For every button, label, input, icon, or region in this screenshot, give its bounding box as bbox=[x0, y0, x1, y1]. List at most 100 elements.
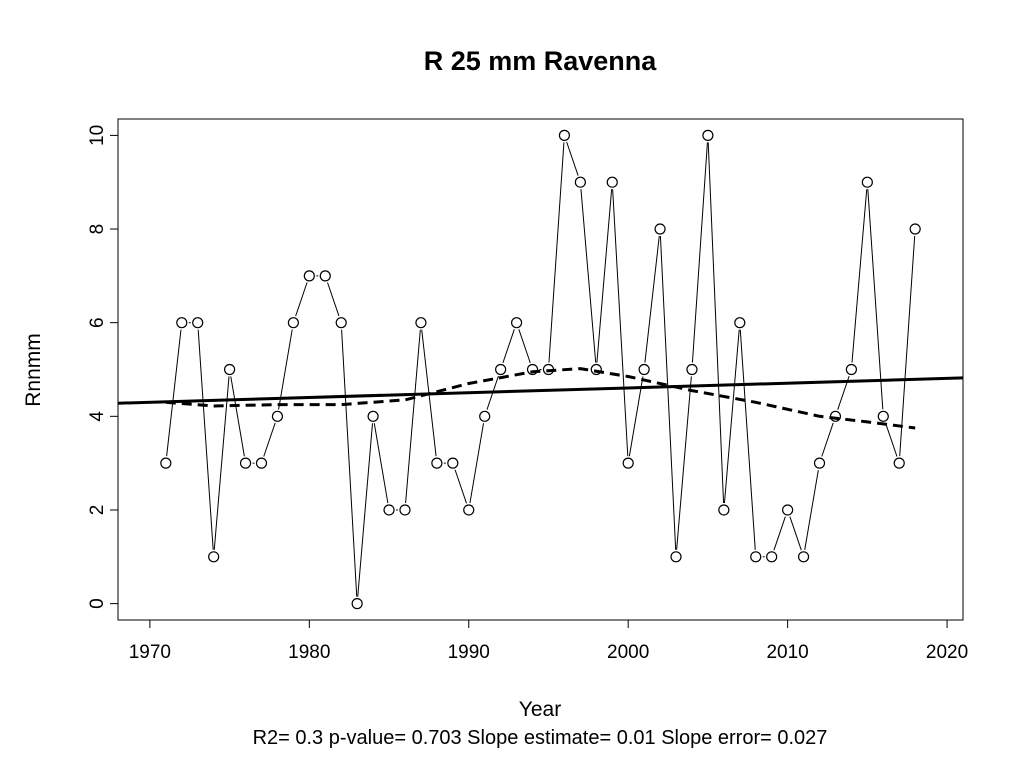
data-point bbox=[208, 551, 220, 563]
data-point bbox=[622, 457, 634, 469]
data-point bbox=[271, 410, 284, 422]
data-point bbox=[224, 363, 236, 376]
x-tick-label: 2020 bbox=[926, 642, 968, 663]
data-point bbox=[861, 176, 873, 188]
data-line-segment bbox=[628, 376, 644, 457]
data-point bbox=[702, 129, 714, 141]
data-point bbox=[255, 457, 268, 469]
data-point bbox=[367, 410, 379, 422]
y-tick-label: 0 bbox=[87, 598, 108, 609]
data-point bbox=[670, 551, 682, 563]
data-point bbox=[909, 223, 921, 235]
data-line-segment bbox=[502, 329, 515, 364]
data-line-segment bbox=[278, 329, 293, 410]
y-tick-label: 2 bbox=[87, 505, 108, 516]
data-line-segment bbox=[230, 376, 245, 457]
data-point bbox=[813, 457, 826, 469]
data-line-segment bbox=[867, 189, 884, 410]
data-point bbox=[718, 504, 730, 516]
data-point bbox=[415, 317, 427, 329]
y-axis-label: Rnnmm bbox=[22, 333, 45, 407]
data-point bbox=[287, 317, 299, 329]
data-line-segment bbox=[580, 189, 597, 363]
data-line-segment bbox=[885, 422, 898, 457]
chart-title: R 25 mm Ravenna bbox=[424, 46, 658, 76]
data-point bbox=[447, 457, 459, 469]
data-line-segment bbox=[596, 189, 613, 363]
trend-line bbox=[117, 376, 964, 405]
data-line-segment bbox=[518, 329, 531, 364]
data-point bbox=[192, 317, 204, 329]
x-axis: 1970 1980 1990 2000 2010 2020 bbox=[129, 620, 968, 663]
data-point bbox=[542, 363, 555, 376]
data-line-segment bbox=[405, 329, 421, 504]
data-point bbox=[495, 363, 507, 376]
plot-area bbox=[117, 129, 964, 610]
data-line-segment bbox=[548, 142, 565, 363]
data-point bbox=[319, 270, 331, 282]
data-line-segment bbox=[454, 469, 467, 504]
y-tick-label: 8 bbox=[87, 224, 108, 235]
data-point bbox=[638, 363, 650, 376]
x-axis-label: Year bbox=[519, 698, 561, 721]
data-line-segment bbox=[373, 423, 389, 504]
data-point bbox=[399, 504, 411, 516]
x-tick-label: 1970 bbox=[129, 642, 171, 663]
data-line-segment bbox=[773, 516, 786, 551]
data-point bbox=[590, 363, 602, 376]
x-tick-label: 1980 bbox=[288, 642, 330, 663]
data-point bbox=[606, 176, 618, 188]
data-line-segment bbox=[197, 329, 214, 550]
data-point bbox=[510, 317, 523, 329]
data-line-segment bbox=[789, 516, 802, 551]
data-point bbox=[558, 129, 571, 141]
data-point bbox=[335, 317, 347, 329]
data-line-segment bbox=[837, 375, 850, 410]
data-point bbox=[782, 504, 794, 516]
data-point bbox=[893, 457, 905, 469]
data-line-segment bbox=[486, 375, 499, 410]
data-point bbox=[526, 363, 539, 376]
stats-footer: R2= 0.3 p-value= 0.703 Slope estimate= 0… bbox=[253, 727, 828, 749]
data-point bbox=[574, 176, 586, 188]
data-line-segment bbox=[341, 329, 358, 597]
y-tick-label: 10 bbox=[87, 125, 108, 146]
data-point bbox=[351, 598, 363, 610]
data-point bbox=[383, 504, 395, 516]
x-tick-label: 2010 bbox=[766, 642, 808, 663]
data-line-segment bbox=[821, 422, 834, 457]
data-line-segment bbox=[295, 282, 308, 317]
data-point bbox=[686, 363, 698, 376]
data-line-segment bbox=[659, 236, 677, 550]
data-line-segment bbox=[804, 469, 819, 550]
data-line-segment bbox=[327, 282, 340, 317]
data-line-segment bbox=[612, 189, 629, 457]
data-line-segment bbox=[723, 329, 740, 504]
data-point bbox=[479, 410, 491, 422]
x-tick-label: 1990 bbox=[448, 642, 490, 663]
data-line-segment bbox=[213, 376, 230, 550]
y-tick-label: 4 bbox=[87, 411, 108, 422]
data-point bbox=[160, 457, 172, 469]
data-point bbox=[766, 551, 778, 563]
y-axis: 0 2 4 6 8 10 bbox=[87, 125, 118, 609]
data-point bbox=[750, 551, 762, 563]
data-point bbox=[734, 317, 746, 329]
data-line-segment bbox=[357, 423, 373, 597]
data-line-segment bbox=[739, 329, 756, 550]
data-point bbox=[877, 410, 889, 422]
data-line-segment bbox=[469, 423, 485, 504]
data-line-segment bbox=[166, 329, 182, 457]
data-line-segment bbox=[851, 189, 868, 363]
data-line-segment bbox=[691, 142, 708, 363]
data-line-segment bbox=[644, 235, 660, 363]
y-tick-label: 6 bbox=[87, 317, 108, 328]
data-point bbox=[463, 504, 475, 516]
data-line-segment bbox=[676, 376, 692, 550]
data-point bbox=[176, 317, 188, 329]
data-line-segment bbox=[707, 142, 725, 503]
data-point bbox=[797, 551, 810, 563]
data-point bbox=[431, 457, 443, 469]
data-point bbox=[239, 457, 252, 469]
